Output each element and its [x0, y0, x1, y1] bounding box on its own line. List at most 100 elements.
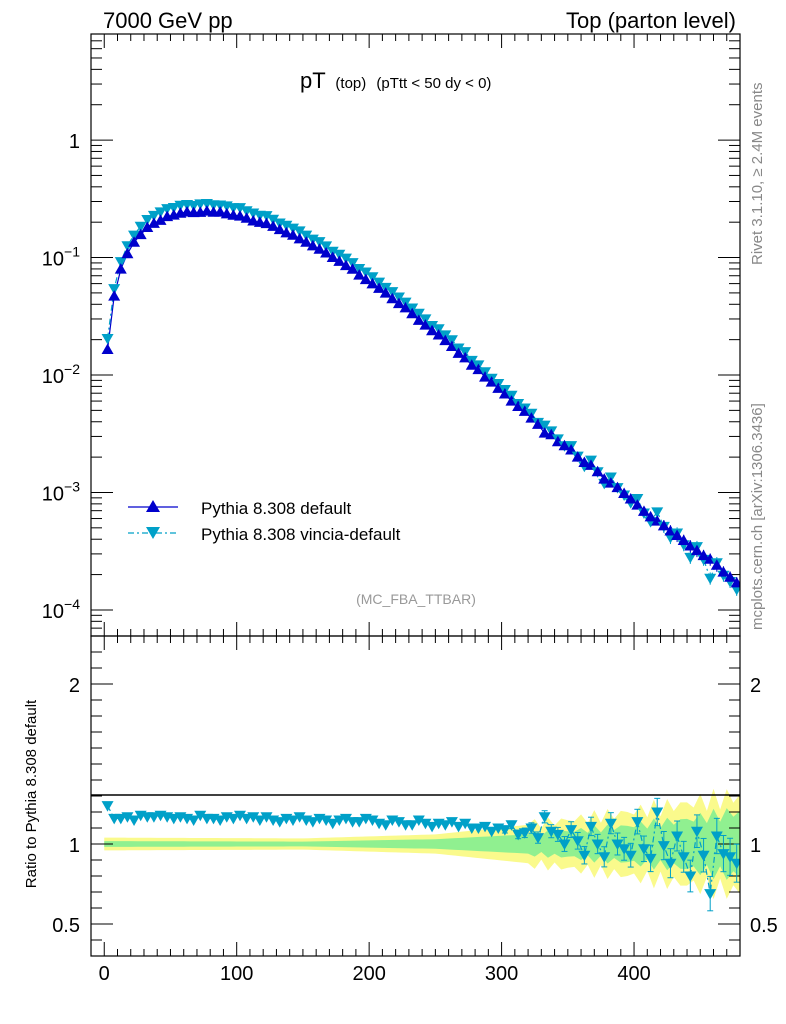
marker-default [624, 492, 637, 504]
marker-default [134, 228, 147, 240]
ratio-marker-vincia [730, 858, 740, 870]
marker-default [273, 223, 286, 235]
marker-default [452, 347, 465, 358]
marker-vincia [267, 214, 280, 226]
marker-vincia [187, 200, 200, 212]
ratio-marker-vincia [187, 815, 200, 826]
marker-default [300, 236, 313, 247]
marker-default [644, 510, 657, 522]
marker-vincia [664, 533, 677, 544]
marker-vincia [366, 272, 379, 283]
marker-default [465, 359, 478, 370]
ratio-marker-vincia [644, 853, 657, 865]
marker-vincia [538, 420, 551, 432]
marker-vincia [293, 226, 306, 237]
legend-label-default: Pythia 8.308 default [201, 499, 352, 518]
marker-default [108, 290, 121, 301]
marker-default [121, 247, 134, 259]
marker-default [114, 263, 127, 274]
marker-vincia [333, 249, 346, 261]
header-right: Top (parton level) [566, 8, 736, 33]
y-tick-label: 1 [69, 131, 80, 153]
legend-label-vincia: Pythia 8.308 vincia-default [201, 525, 401, 544]
ratio-marker-vincia [704, 889, 717, 900]
ratio-marker-vincia [604, 818, 617, 830]
ratio-marker-vincia [439, 820, 452, 831]
ratio-marker-vincia [253, 815, 266, 826]
ratio-marker-vincia [571, 836, 584, 847]
ratio-marker-vincia [412, 815, 425, 826]
marker-default [611, 481, 624, 493]
marker-default [598, 473, 611, 484]
ratio-marker-vincia [426, 821, 439, 833]
marker-default [518, 405, 531, 416]
marker-vincia [128, 230, 141, 242]
ratio-marker-vincia [286, 815, 299, 826]
ratio-marker-vincia [339, 813, 352, 825]
marker-default [730, 576, 740, 588]
marker-default [280, 226, 293, 238]
marker-vincia [147, 210, 160, 222]
y-tick-label: 10−4 [42, 596, 80, 623]
ratio-marker-vincia [445, 817, 458, 828]
ratio-marker-vincia [677, 852, 690, 863]
ratio-y-tick-label: 0.5 [52, 915, 80, 937]
marker-vincia [339, 253, 352, 265]
marker-default [386, 292, 399, 304]
ratio-marker-vincia [551, 829, 564, 841]
ratio-marker-vincia [247, 812, 260, 823]
ratio-y-tick-label: 2 [69, 675, 80, 697]
marker-vincia [114, 257, 127, 268]
ratio-marker-vincia [114, 813, 127, 825]
marker-default [532, 418, 545, 429]
marker-default [240, 212, 253, 223]
axis-ticks [91, 33, 740, 957]
ratio-marker-vincia [194, 810, 207, 822]
ratio-marker-vincia [128, 815, 141, 826]
x-tick-label: 200 [352, 963, 385, 985]
ratio-marker-vincia [518, 828, 531, 839]
marker-default [214, 206, 227, 217]
marker-default [472, 363, 485, 375]
ratio-marker-vincia [333, 815, 346, 826]
marker-default [154, 214, 167, 225]
ratio-marker-vincia [637, 844, 650, 855]
marker-default [419, 319, 432, 330]
marker-default [717, 566, 730, 577]
marker-default [412, 314, 425, 325]
ratio-marker-vincia [121, 812, 134, 823]
marker-vincia [141, 214, 154, 226]
ratio-y-tick-label: 1 [69, 835, 80, 857]
marker-vincia [313, 237, 326, 248]
ratio-marker-vincia [631, 817, 644, 828]
marker-default [498, 387, 511, 399]
ratio-y-tick-label-right: 2 [750, 675, 761, 697]
marker-default [326, 251, 339, 262]
ratio-marker-vincia [618, 844, 631, 855]
marker-default [320, 247, 333, 258]
ratio-marker-vincia [505, 820, 518, 831]
ratio-marker-vincia [611, 839, 624, 850]
marker-default [346, 263, 359, 274]
marker-default [439, 334, 452, 346]
marker-vincia [286, 223, 299, 235]
main-plot-frame [90, 33, 741, 637]
x-tick-label: 400 [617, 963, 650, 985]
ratio-marker-vincia [234, 810, 247, 822]
ratio-marker-vincia [690, 826, 703, 838]
ratio-marker-vincia [538, 812, 551, 823]
marker-default [359, 273, 372, 285]
ratio-marker-vincia [452, 821, 465, 833]
ratio-marker-vincia [214, 815, 227, 826]
marker-default [141, 221, 154, 233]
main-plot-series [101, 199, 740, 596]
marker-default [392, 297, 405, 309]
ratio-marker-vincia [697, 850, 710, 862]
marker-vincia [684, 552, 697, 564]
ratio-marker-vincia [485, 826, 498, 838]
marker-default [406, 307, 419, 319]
marker-vincia [386, 287, 399, 298]
ratio-marker-vincia [392, 817, 405, 828]
marker-vincia [320, 241, 333, 252]
